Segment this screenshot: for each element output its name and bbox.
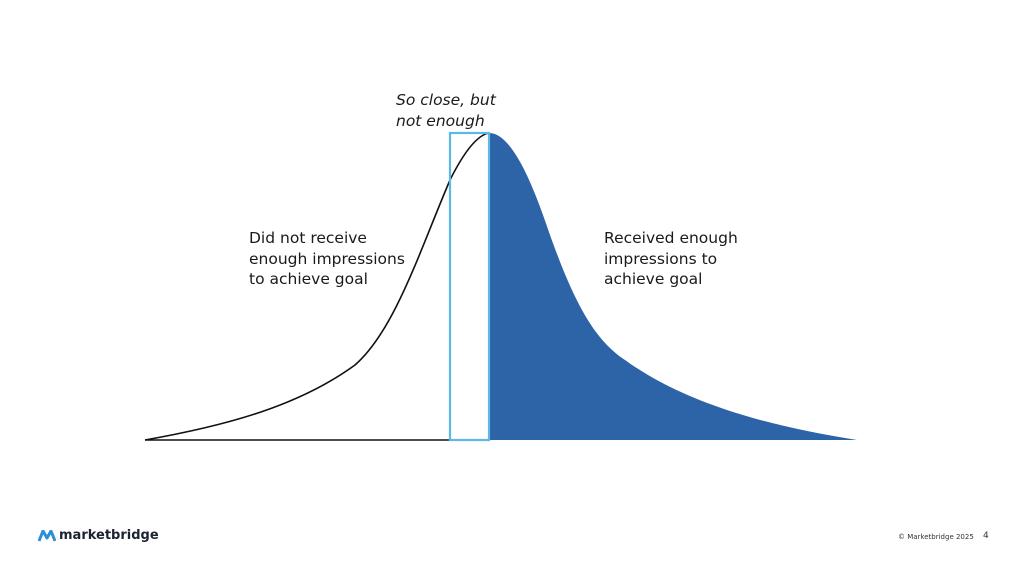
note-line: achieve goal [604, 270, 703, 288]
note-line: Received enough [604, 229, 738, 247]
note-line: enough impressions [249, 249, 405, 268]
left-note: Did not receive enough impressions to ac… [249, 228, 405, 290]
logo-icon [38, 529, 56, 542]
note-line: not enough [396, 111, 485, 130]
page-number: 4 [983, 531, 989, 541]
logo: marketbridge [38, 528, 159, 543]
close-note: So close, but not enough [396, 90, 496, 131]
note-line: impressions to [604, 249, 718, 268]
close-band [448, 131, 491, 442]
copyright: © Marketbridge 2025 [898, 533, 974, 541]
logo-text: marketbridge [59, 528, 159, 543]
goal-met-area [489, 133, 857, 440]
note-line: So close, but [396, 91, 496, 109]
note-line: Did not receive [249, 229, 367, 247]
right-note: Received enough impressions to achieve g… [604, 228, 738, 290]
note-line: to achieve goal [249, 270, 368, 288]
distribution-curve [144, 132, 490, 441]
